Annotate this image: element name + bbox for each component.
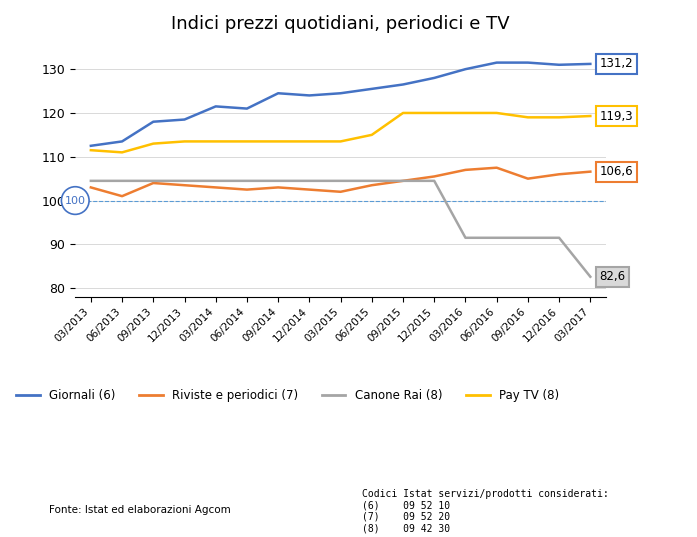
Text: 119,3: 119,3 (599, 110, 634, 122)
Text: 131,2: 131,2 (599, 57, 634, 70)
Title: Indici prezzi quotidiani, periodici e TV: Indici prezzi quotidiani, periodici e TV (171, 15, 510, 33)
Text: 82,6: 82,6 (599, 270, 626, 283)
Text: 100: 100 (65, 195, 86, 206)
Text: 106,6: 106,6 (599, 165, 634, 178)
Text: Codici Istat servizi/prodotti considerati:
(6)    09 52 10
(7)    09 52 20
(8)  : Codici Istat servizi/prodotti considerat… (362, 489, 609, 533)
Legend: Giornali (6), Riviste e periodici (7), Canone Rai (8), Pay TV (8): Giornali (6), Riviste e periodici (7), C… (11, 384, 564, 407)
Text: Fonte: Istat ed elaborazioni Agcom: Fonte: Istat ed elaborazioni Agcom (49, 505, 231, 515)
